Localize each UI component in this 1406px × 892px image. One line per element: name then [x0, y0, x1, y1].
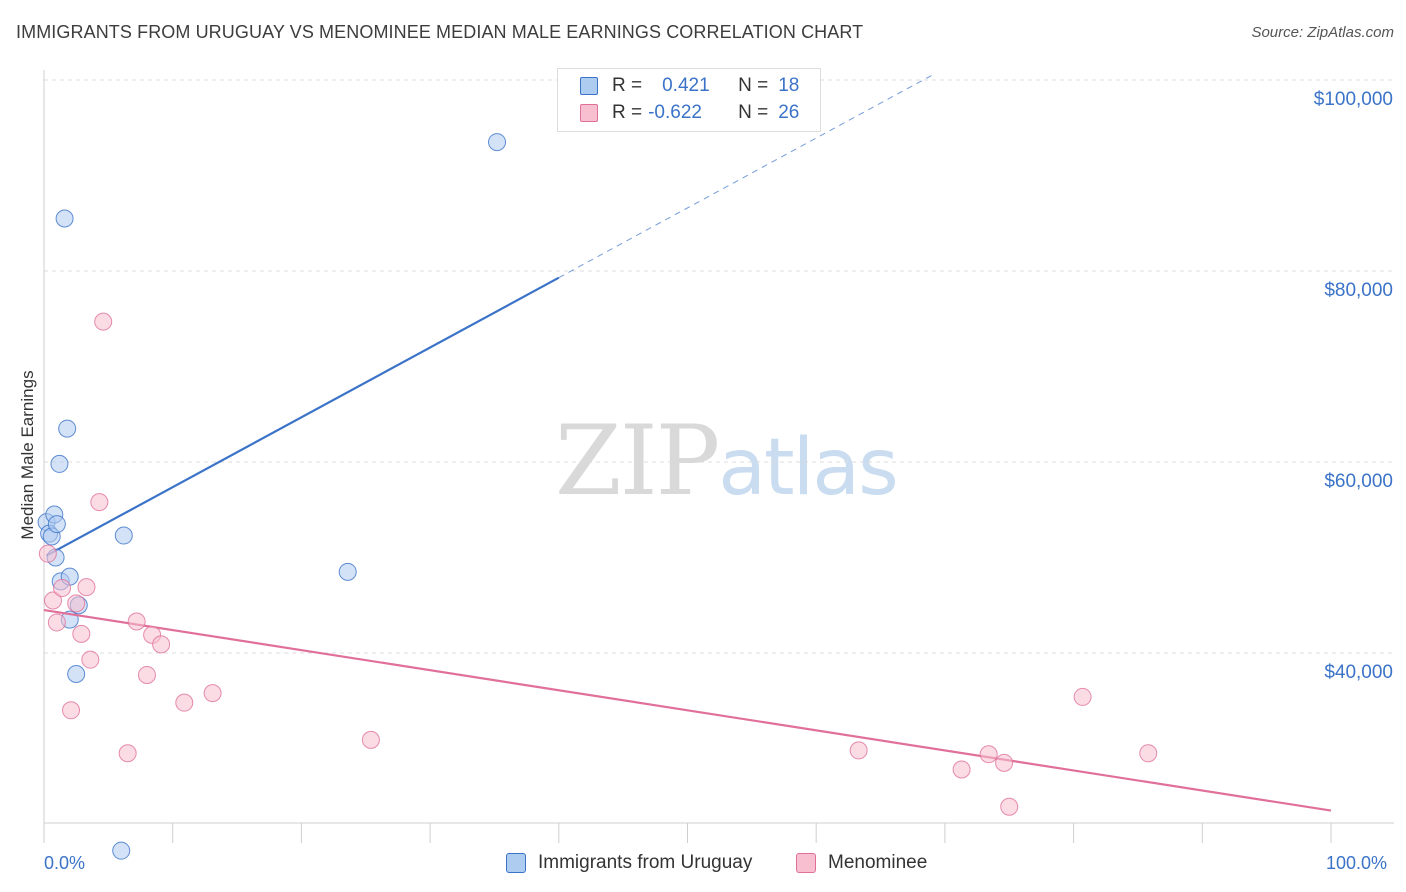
watermark-zip: ZIP [555, 405, 720, 517]
n-value: 18 [778, 75, 800, 96]
data-point [488, 133, 507, 152]
legend-item-menominee[interactable]: Menominee [796, 852, 927, 874]
trend-line-1 [43, 608, 1332, 812]
watermark: ZIPatlas [555, 405, 899, 517]
data-point [47, 613, 66, 632]
data-point [58, 419, 77, 438]
chart-title: IMMIGRANTS FROM URUGUAY VS MENOMINEE MED… [16, 22, 864, 42]
data-point [203, 684, 222, 703]
data-point [55, 209, 74, 228]
y-tick-label: $100,000 [1314, 89, 1393, 110]
data-point [44, 591, 63, 610]
y-tick-label: $60,000 [1324, 471, 1393, 492]
data-point [952, 760, 971, 779]
menominee-legend-swatch [796, 853, 816, 873]
legend-item-uruguay[interactable]: Immigrants from Uruguay [506, 852, 752, 874]
stats-row-uruguay: R = 0.421 N = 18 [580, 73, 799, 99]
trend-line-0 [46, 276, 560, 557]
data-point [137, 665, 156, 684]
data-point [67, 665, 86, 684]
data-point [53, 579, 72, 598]
data-point [38, 544, 57, 563]
data-point [114, 526, 133, 545]
r-value: 0.421 [662, 75, 710, 96]
data-point [81, 650, 100, 669]
data-point [50, 454, 69, 473]
n-value: 26 [778, 102, 800, 123]
legend-label-uruguay: Immigrants from Uruguay [538, 852, 753, 873]
x-tick-label-min: 0.0% [44, 853, 86, 873]
stats-row-menominee: R = -0.622 N = 26 [580, 100, 799, 126]
r-label: R = [612, 75, 643, 96]
n-label: N = [738, 75, 769, 96]
data-point [152, 635, 171, 654]
watermark-atlas: atlas [718, 423, 898, 513]
data-point [995, 753, 1014, 772]
data-point [127, 612, 146, 631]
data-point [62, 701, 81, 720]
legend-label-menominee: Menominee [828, 852, 928, 873]
data-point [118, 744, 137, 763]
data-point [72, 624, 91, 643]
y-tick-label: $80,000 [1324, 280, 1393, 301]
data-point [90, 493, 109, 512]
r-label: R = [612, 102, 643, 123]
x-tick-label-max: 100.0% [1326, 853, 1388, 873]
n-label: N = [738, 102, 769, 123]
data-point [1139, 744, 1158, 763]
data-point [112, 841, 131, 860]
data-point [849, 741, 868, 760]
r-value: -0.622 [648, 102, 702, 123]
trend-line-extension-0 [558, 74, 933, 279]
data-point [361, 730, 380, 749]
uruguay-legend-swatch [506, 853, 526, 873]
data-point [979, 745, 998, 764]
data-point [94, 312, 113, 331]
data-point [77, 578, 96, 597]
source-label: Source: ZipAtlas.com [1251, 24, 1394, 41]
stats-legend: R = 0.421 N = 18 R = -0.622 N = 26 [557, 68, 821, 132]
data-point [1000, 797, 1019, 816]
data-point [67, 594, 86, 613]
uruguay-swatch [580, 77, 598, 95]
data-point [175, 693, 194, 712]
series-legend: Immigrants from Uruguay Menominee [0, 852, 1406, 878]
data-point [1073, 687, 1092, 706]
data-point [338, 562, 357, 581]
data-point [47, 515, 66, 534]
menominee-swatch [580, 104, 598, 122]
y-tick-label: $40,000 [1324, 662, 1393, 683]
